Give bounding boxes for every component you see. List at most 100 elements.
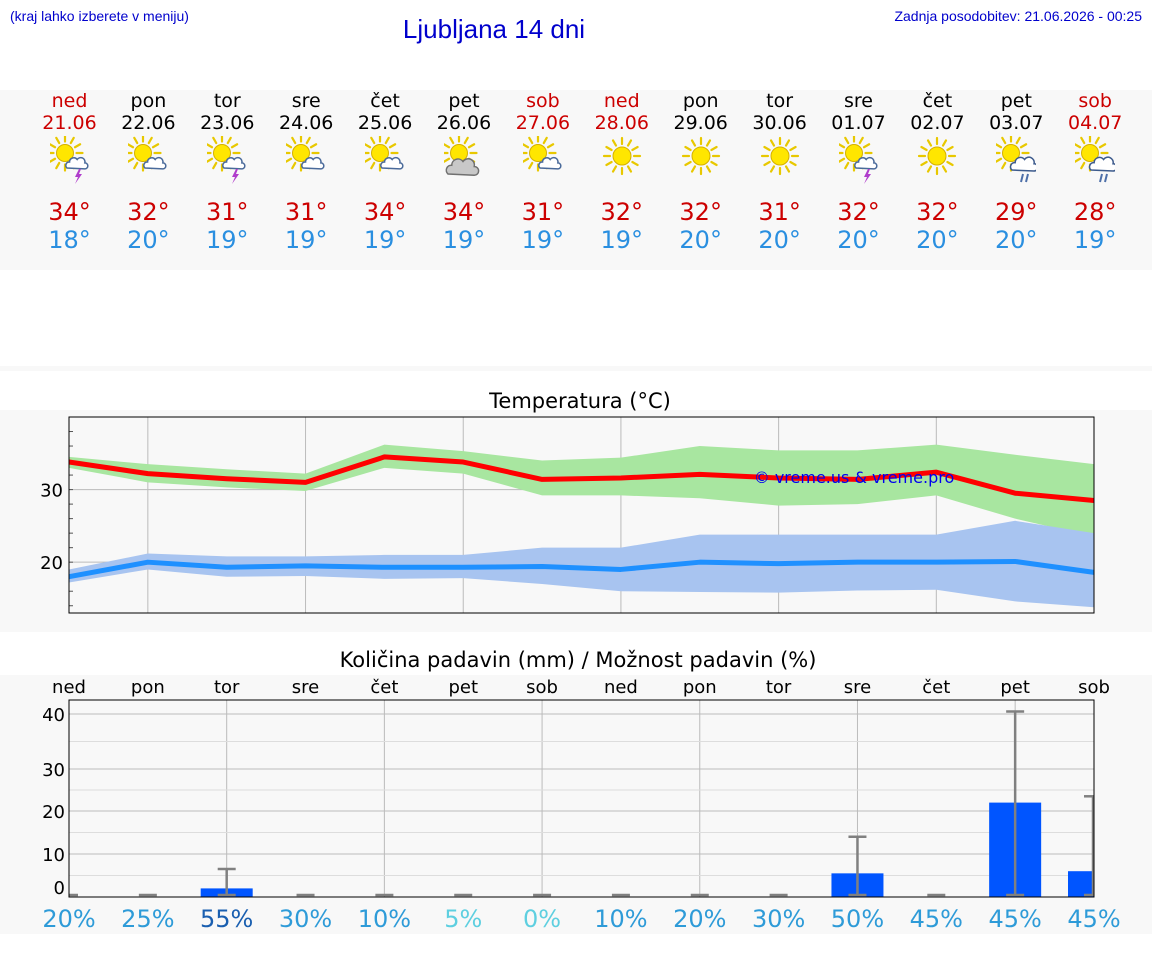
location-hint: (kraj lahko izberete v meniju) — [10, 8, 189, 24]
temp-min: 20° — [837, 226, 880, 254]
temp-max: 32° — [916, 198, 959, 226]
x-category-label: pon — [131, 677, 165, 698]
temp-min: 19° — [442, 226, 486, 254]
sun-cloud-icon — [365, 136, 404, 172]
day-name: sre — [291, 90, 321, 112]
temp-max: 31° — [521, 198, 565, 226]
temp-max: 32° — [127, 198, 170, 226]
max-temp-point — [462, 461, 464, 463]
forecast-day: čet 02.07 32° 20° — [898, 90, 977, 270]
sun-icon — [602, 136, 641, 176]
sun-cloud-thunder-icon — [838, 136, 878, 184]
min-temp-point — [305, 565, 307, 567]
temp-max: 32° — [679, 198, 722, 226]
precipitation-chart: Količina padavin (mm) / Možnost padavin … — [0, 648, 1152, 934]
sun-cloud-icon — [128, 136, 167, 172]
day-name: tor — [213, 90, 241, 112]
precip-chance-label: 20% — [673, 905, 726, 933]
last-update: Zadnja posodobitev: 21.06.2026 - 00:25 — [894, 8, 1142, 24]
x-category-label: ned — [52, 677, 86, 698]
temp-min: 18° — [48, 226, 91, 254]
x-category-label: sre — [292, 677, 319, 698]
sun-cloud-rain-icon — [996, 136, 1037, 183]
x-category-label: pon — [683, 677, 717, 698]
x-category-label: čet — [370, 677, 398, 698]
min-temp-point — [1014, 560, 1016, 562]
temperature-chart: Temperatura (°C) 20 30 © vreme.us & vreme.… — [0, 389, 1152, 632]
day-name: ned — [603, 90, 640, 112]
precip-chance-label: 30% — [279, 905, 332, 933]
daily-forecast-strip: ned 21.06 34° 18° pon 22.06 32° 20° tor 23.06 31° 1… — [0, 90, 1152, 270]
temp-max: 28° — [1073, 198, 1117, 226]
sun-gray-cloud-icon — [444, 136, 480, 177]
day-name: čet — [370, 90, 400, 112]
divider — [0, 366, 1152, 371]
max-temp-point — [856, 478, 858, 480]
sun-icon — [760, 136, 799, 176]
day-name: pet — [448, 90, 480, 112]
y-tick-label: 40 — [42, 705, 65, 726]
x-category-label: pet — [1000, 677, 1030, 698]
max-temp-point — [1014, 492, 1016, 494]
temp-min: 19° — [521, 226, 565, 254]
watermark: © vreme.us & vreme.pro — [754, 468, 955, 487]
forecast-day: sre 01.07 32° 20° — [819, 90, 898, 270]
min-temp-point — [935, 561, 937, 563]
precip-chance-label: 45% — [910, 905, 963, 933]
day-name: čet — [922, 90, 953, 112]
forecast-day: ned 21.06 34° 18° — [30, 90, 109, 270]
day-name: sob — [526, 90, 560, 112]
sun-icon — [681, 136, 720, 176]
temp-min: 19° — [206, 226, 249, 254]
temp-max: 32° — [837, 198, 880, 226]
x-category-label: sob — [526, 677, 558, 698]
max-temp-point — [226, 478, 228, 480]
max-temp-point — [935, 471, 937, 473]
temp-max: 31° — [206, 198, 249, 226]
min-temp-point — [383, 566, 385, 568]
max-temp-line — [68, 454, 1095, 503]
sun-icon — [918, 136, 957, 176]
sun-cloud-thunder-icon — [49, 136, 89, 184]
forecast-day: sob 04.07 28° 19° — [1056, 90, 1135, 270]
day-name: pon — [130, 90, 167, 112]
day-name: sob — [1078, 90, 1112, 112]
min-temp-range-band — [69, 520, 1094, 608]
forecast-day: tor 23.06 31° 19° — [188, 90, 267, 270]
temp-min: 19° — [284, 226, 328, 254]
day-date: 26.06 — [436, 112, 492, 134]
day-name: ned — [51, 90, 88, 112]
day-date: 28.06 — [594, 112, 649, 134]
min-temp-point — [856, 561, 858, 563]
temp-max: 32° — [600, 198, 644, 226]
day-name: pon — [682, 90, 719, 112]
precipitation-chart-title: Količina padavin (mm) / Možnost padavin … — [340, 648, 817, 672]
max-temp-point — [778, 477, 780, 479]
min-temp-point — [541, 566, 543, 568]
min-temp-point — [147, 561, 149, 563]
forecast-day: pon 22.06 32° 20° — [109, 90, 188, 270]
page-title: Ljubljana 14 dni — [402, 14, 586, 44]
plot-frame — [68, 699, 1095, 898]
max-temp-point — [699, 473, 701, 475]
temp-max: 31° — [284, 198, 328, 226]
temp-max: 29° — [995, 198, 1038, 226]
day-date: 25.06 — [357, 112, 413, 134]
precip-bar — [1068, 871, 1094, 897]
sun-cloud-thunder-icon — [207, 136, 246, 184]
precip-chance-label: 20% — [42, 905, 95, 933]
day-date: 23.06 — [200, 112, 255, 134]
max-temp-range-band — [69, 444, 1094, 537]
temp-min: 20° — [758, 226, 801, 254]
forecast-day: pet 26.06 34° 19° — [425, 90, 504, 270]
max-temp-point — [620, 477, 622, 479]
x-category-label: tor — [214, 677, 240, 698]
day-date: 30.06 — [752, 112, 807, 134]
plot-frame — [68, 416, 1095, 614]
temp-min: 20° — [127, 226, 170, 254]
min-temp-point — [778, 563, 780, 565]
forecast-day: pet 03.07 29° 20° — [977, 90, 1056, 270]
precip-chance-label: 0% — [523, 905, 561, 933]
min-temp-line — [68, 558, 1095, 580]
precip-chance-label: 30% — [752, 905, 805, 933]
